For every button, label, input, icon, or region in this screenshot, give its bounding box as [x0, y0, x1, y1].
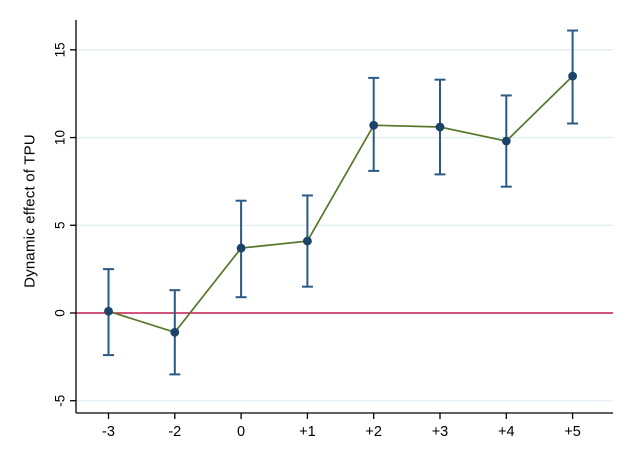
x-tick-label: -2	[168, 424, 181, 440]
x-tick-label: -3	[102, 424, 115, 440]
data-point	[435, 122, 445, 132]
x-tick-label: +3	[432, 424, 449, 440]
data-point	[568, 71, 577, 81]
x-tick-label: +4	[498, 424, 515, 440]
trend-line	[108, 75, 574, 334]
y-tick-label: 15	[53, 42, 68, 57]
x-tick-label: +5	[564, 424, 581, 440]
x-tick-label: 0	[237, 424, 245, 440]
x-tick-label: +2	[365, 424, 382, 440]
data-point	[369, 120, 379, 130]
data-point	[104, 306, 113, 316]
data-point	[170, 327, 180, 337]
y-tick-label: 10	[53, 130, 68, 145]
y-tick-label: -5	[53, 395, 68, 407]
data-point	[303, 236, 312, 246]
y-tick-label: 0	[53, 309, 68, 317]
data-point	[501, 136, 511, 146]
y-axis-title: Dynamic effect of TPU	[21, 134, 39, 288]
x-tick-label: +1	[299, 424, 316, 440]
y-tick-label: 5	[53, 222, 68, 230]
data-point	[236, 243, 246, 253]
